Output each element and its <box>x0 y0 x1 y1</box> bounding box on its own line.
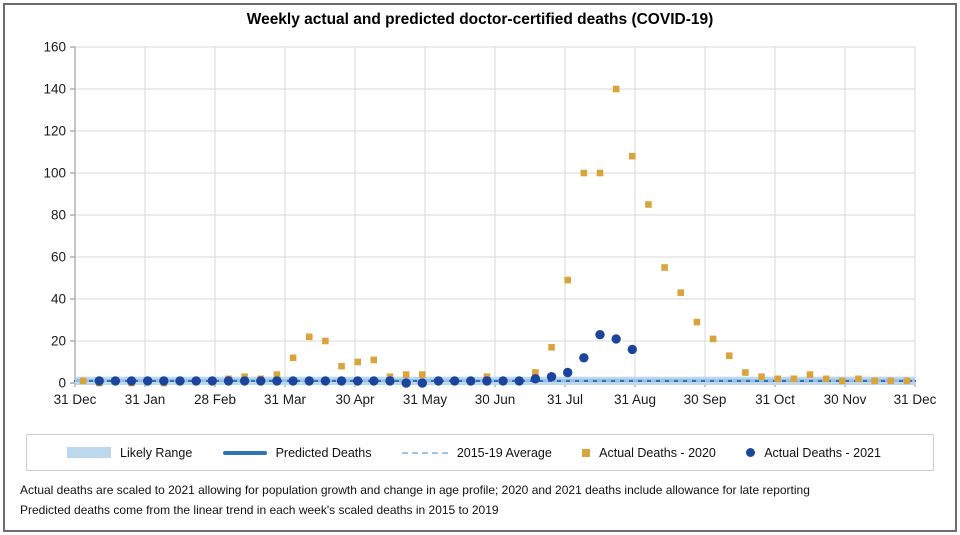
x-tick-label: 30 Sep <box>684 392 727 407</box>
x-tick-label: 30 Jun <box>475 392 516 407</box>
y-tick-label: 140 <box>43 82 66 97</box>
footnotes: Actual deaths are scaled to 2021 allowin… <box>20 481 942 521</box>
x-tick-label: 31 Dec <box>894 392 937 407</box>
y-tick-label: 0 <box>58 376 66 391</box>
footnote-line-2: Predicted deaths come from the linear tr… <box>20 502 499 517</box>
x-tick-label: 31 Jan <box>125 392 166 407</box>
x-tick-label: 31 Mar <box>264 392 307 407</box>
y-tick-label: 80 <box>51 208 66 223</box>
legend-item-actual-2020: Actual Deaths - 2020 <box>582 446 716 460</box>
average-dashed-line-icon <box>401 451 448 454</box>
predicted-deaths-line-icon <box>222 450 267 455</box>
footnote-line-1: Actual deaths are scaled to 2021 allowin… <box>20 483 810 497</box>
y-tick-label: 160 <box>43 40 66 55</box>
x-tick-labels: 31 Dec 31 Jan 28 Feb 31 Mar 30 Apr 31 May 30 J… <box>54 392 937 407</box>
actual-2020-square-icon <box>582 448 591 457</box>
legend-label-actual-2020: Actual Deaths - 2020 <box>599 445 716 460</box>
legend-item-likely-range: Likely Range <box>67 446 192 460</box>
likely-range-swatch-icon <box>67 447 111 458</box>
x-tick-label: 31 May <box>403 392 448 407</box>
x-tick-label: 31 Oct <box>755 392 795 407</box>
y-tick-label: 60 <box>51 250 66 265</box>
y-tick-label: 100 <box>43 166 66 181</box>
y-tick-label: 40 <box>51 292 66 307</box>
legend: Likely Range Predicted Deaths 2015-19 Av… <box>26 434 934 471</box>
legend-label-predicted-deaths: Predicted Deaths <box>275 445 372 460</box>
y-tick-labels: 0 20 40 60 80 100 120 140 160 <box>43 40 66 391</box>
gridlines <box>75 46 916 384</box>
x-tick-label: 31 Aug <box>614 392 656 407</box>
series-actual-deaths-2021 <box>94 330 638 388</box>
actual-2021-circle-icon <box>746 448 756 457</box>
y-tick-label: 120 <box>43 124 66 139</box>
x-tick-label: 30 Apr <box>335 392 375 407</box>
x-tick-label: 31 Dec <box>54 392 97 407</box>
x-tick-label: 28 Feb <box>194 392 236 407</box>
legend-item-2015-19-average: 2015-19 Average <box>401 445 552 460</box>
axes <box>70 46 916 387</box>
x-tick-label: 31 Jul <box>547 392 583 407</box>
legend-label-actual-2021: Actual Deaths - 2021 <box>764 445 881 460</box>
legend-item-actual-2021: Actual Deaths - 2021 <box>746 446 881 460</box>
chart-title: Weekly actual and predicted doctor-certi… <box>246 11 714 28</box>
x-tick-label: 30 Nov <box>824 392 867 407</box>
y-tick-label: 20 <box>51 334 66 349</box>
legend-label-2015-19-average: 2015-19 Average <box>456 445 552 460</box>
legend-label-likely-range: Likely Range <box>120 445 193 460</box>
legend-item-predicted-deaths: Predicted Deaths <box>222 445 372 460</box>
